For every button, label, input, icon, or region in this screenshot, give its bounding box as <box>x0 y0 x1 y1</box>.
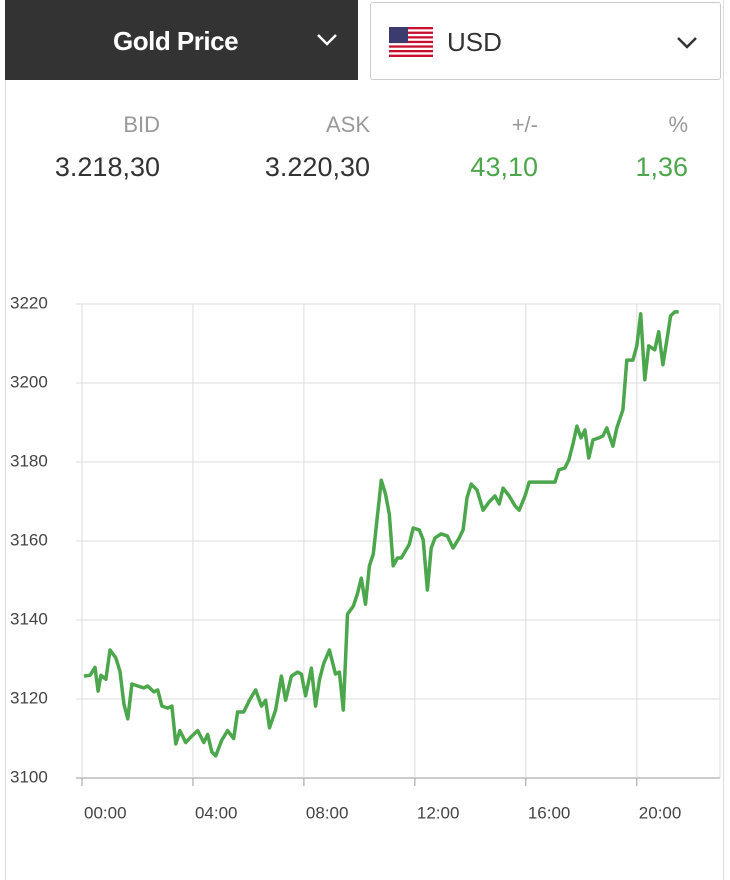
quote-column: ASK 3.220,30 <box>220 112 370 183</box>
metal-select[interactable]: Gold Price <box>5 0 358 80</box>
panel-frame <box>5 0 724 880</box>
currency-select[interactable]: USD <box>370 2 721 80</box>
quote-value: 3.218,30 <box>54 152 160 182</box>
metal-label: Gold Price <box>113 26 239 56</box>
quote-column: BID 3.218,30 <box>10 112 160 183</box>
x-tick-label: 12:00 <box>417 803 460 822</box>
y-tick-label: 3160 <box>10 530 48 549</box>
x-tick-label: 04:00 <box>195 803 238 822</box>
quote-value: 43,10 <box>470 152 538 182</box>
y-tick-label: 3100 <box>10 767 48 786</box>
quote-label: +/- <box>511 112 538 137</box>
x-tick-label: 16:00 <box>528 803 571 822</box>
us-flag <box>389 27 433 57</box>
y-tick-label: 3120 <box>10 688 48 707</box>
y-tick-label: 3140 <box>10 609 48 628</box>
quote-label: BID <box>123 112 160 137</box>
x-tick-label: 00:00 <box>84 803 127 822</box>
x-tick-label: 20:00 <box>639 803 682 822</box>
quote-column: +/- 43,10 <box>388 112 538 183</box>
price-line <box>83 310 679 758</box>
chevron <box>317 34 337 46</box>
quote-label: ASK <box>325 112 370 137</box>
y-tick-label: 3180 <box>10 451 48 470</box>
chevron <box>677 37 697 49</box>
quote-column: % 1,36 <box>538 112 688 183</box>
quote-value: 1,36 <box>635 152 688 182</box>
y-tick-label: 3200 <box>10 372 48 391</box>
currency-label: USD <box>447 27 502 57</box>
y-tick-label: 3220 <box>10 293 48 312</box>
quote-label: % <box>668 112 688 137</box>
x-tick-label: 08:00 <box>306 803 349 822</box>
quote-value: 3.220,30 <box>264 152 370 182</box>
